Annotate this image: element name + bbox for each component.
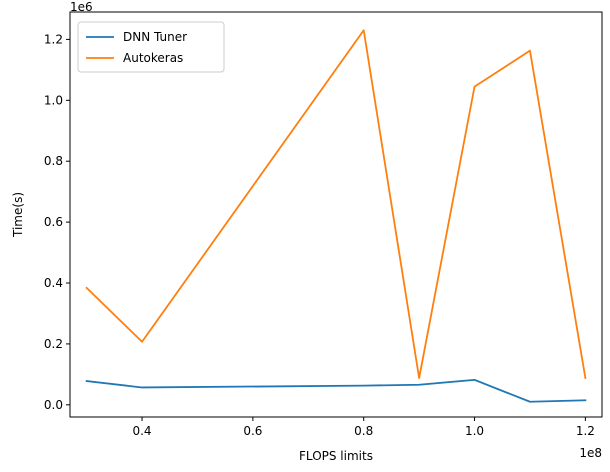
y-offset-label: 1e6 xyxy=(70,0,93,14)
x-offset-label: 1e8 xyxy=(579,446,602,460)
y-axis-label: Time(s) xyxy=(11,192,25,238)
y-tick-label: 0.8 xyxy=(44,154,63,168)
y-tick-label: 0.2 xyxy=(44,337,63,351)
x-tick-label: 1.0 xyxy=(465,424,484,438)
legend-label-1: DNN Tuner xyxy=(123,30,187,44)
legend-label-2: Autokeras xyxy=(123,51,183,65)
y-tick-label: 0.6 xyxy=(44,215,63,229)
y-tick-label: 1.2 xyxy=(44,32,63,46)
series-line-1 xyxy=(85,378,587,403)
x-tick-label: 0.4 xyxy=(132,424,151,438)
x-axis-label: FLOPS limits xyxy=(299,449,373,463)
y-tick-label: 1.0 xyxy=(44,93,63,107)
series-group xyxy=(85,29,587,403)
x-tick-label: 0.8 xyxy=(354,424,373,438)
series-line-2 xyxy=(85,29,587,380)
axes-frame xyxy=(69,11,603,418)
x-tick-label: 1.2 xyxy=(576,424,595,438)
y-tick-label: 0.0 xyxy=(44,398,63,412)
axes-group: 0.4 0.6 0.8 1.0 1.2 0.0 0.2 0.4 0.6 0.8 1.0 1.2 1e6 1… xyxy=(11,0,603,463)
legend: DNN Tuner Autokeras xyxy=(77,21,225,73)
x-tick-label: 0.6 xyxy=(243,424,262,438)
y-tick-label: 0.4 xyxy=(44,276,63,290)
legend-box xyxy=(77,21,225,73)
